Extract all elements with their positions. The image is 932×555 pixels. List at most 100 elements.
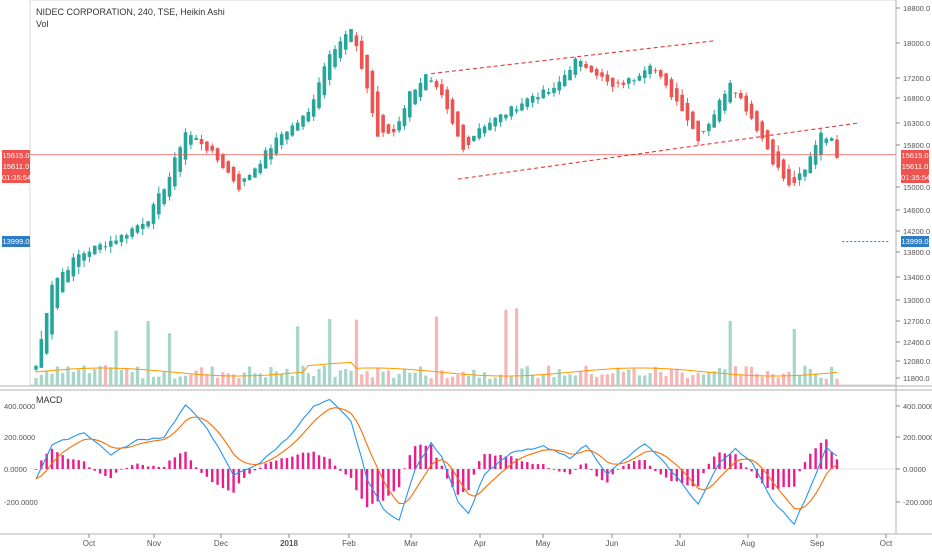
macd-histogram-bar: [771, 469, 775, 490]
channel-upper-trendline[interactable]: [431, 40, 715, 75]
macd-histogram-bar: [195, 467, 198, 469]
candle-body: [408, 91, 412, 118]
volume-bar: [637, 375, 642, 385]
volume-bar: [125, 368, 129, 385]
candle-body: [445, 89, 449, 110]
candle-body: [391, 128, 396, 133]
macd-histogram-bar: [408, 455, 411, 469]
macd-histogram-bar: [56, 452, 59, 469]
right-countdown-tag: 01:35:54: [901, 172, 931, 183]
macd-histogram-bar: [739, 462, 743, 469]
volume-bar: [408, 372, 412, 385]
volume-bar: [242, 372, 246, 385]
macd-histogram-bar: [456, 469, 460, 495]
macd-histogram-bar: [264, 463, 267, 469]
volume-bar: [685, 378, 690, 385]
macd-histogram-bar: [269, 461, 273, 469]
volume-bar: [584, 365, 588, 385]
macd-histogram-bar: [467, 469, 470, 491]
macd-histogram-bar: [787, 469, 791, 488]
price-axis-label: 18800.0: [903, 4, 930, 13]
macd-histogram-bar: [750, 469, 753, 472]
volume-bar: [440, 370, 444, 385]
macd-histogram-bar: [622, 465, 625, 469]
volume-bar: [39, 374, 43, 385]
macd-histogram-bar: [809, 453, 812, 469]
macd-histogram-bar: [397, 469, 401, 488]
candle-body: [205, 141, 209, 151]
volume-bar: [429, 378, 433, 385]
macd-histogram-bar: [606, 469, 609, 483]
right-alert-tag: 13999.0: [901, 236, 929, 247]
macd-histogram-bar: [798, 469, 801, 472]
candle-body: [114, 240, 118, 244]
candle-body: [141, 223, 145, 229]
macd-histogram-bar: [82, 461, 86, 469]
macd-histogram-bar: [632, 461, 636, 469]
candle-body: [381, 114, 385, 133]
volume-bar: [707, 372, 711, 385]
macd-histogram-bar: [189, 460, 193, 469]
macd-histogram-bar: [136, 463, 139, 469]
volume-bar: [627, 369, 631, 385]
price-axis-label: 14600.0: [903, 206, 930, 215]
volume-bar: [418, 366, 423, 385]
candle-body: [781, 159, 786, 179]
candle-body: [482, 126, 487, 134]
macd-histogram-bar: [723, 453, 727, 469]
volume-bar: [178, 376, 182, 385]
candle-body: [707, 123, 711, 132]
candle-body: [669, 79, 674, 98]
volume-bar: [659, 372, 663, 385]
price-axis-label: 16300.0: [903, 119, 930, 128]
macd-histogram-bar: [381, 469, 385, 501]
signal-line: [35, 407, 838, 510]
candle-body: [263, 150, 268, 169]
volume-bar: [231, 374, 236, 385]
volume-bar: [354, 319, 358, 385]
candle-body: [82, 253, 86, 261]
price-axis-label: 14200.0: [903, 227, 930, 236]
macd-histogram-bar: [301, 452, 305, 469]
volume-bar: [691, 375, 695, 385]
volume-bar: [296, 326, 300, 385]
volume-bar: [493, 377, 497, 385]
volume-bar: [653, 366, 658, 385]
macd-histogram-bar: [34, 469, 38, 470]
macd-histogram-bar: [248, 469, 251, 474]
price-axis-label: 13000.0: [903, 296, 930, 305]
macd-histogram-bar: [339, 469, 342, 471]
macd-histogram-bar: [670, 469, 673, 482]
volume-bar: [456, 374, 460, 385]
volume-bar: [482, 372, 487, 385]
volume-bar: [509, 376, 513, 385]
volume-bar: [477, 377, 481, 385]
volume-bar: [461, 371, 465, 385]
candle-body: [55, 278, 60, 308]
volume-bar: [376, 367, 380, 385]
macd-histogram-bar: [536, 464, 540, 469]
candle-body: [498, 114, 503, 123]
volume-bar: [755, 373, 759, 385]
candle-body: [221, 154, 225, 168]
candle-body: [765, 130, 770, 150]
candle-body: [370, 70, 375, 114]
volume-bar: [498, 374, 503, 385]
macd-histogram-bar: [221, 469, 225, 489]
candle-body: [797, 173, 802, 181]
candle-body: [605, 74, 610, 82]
candle-body: [327, 54, 332, 80]
time-axis-label: Feb: [342, 539, 356, 548]
volume-bar: [306, 373, 310, 385]
candle-body: [594, 69, 599, 76]
candle-body: [632, 80, 636, 82]
time-axis-label: Dec: [214, 539, 228, 548]
candle-body: [194, 138, 198, 140]
volume-ma-line: [35, 361, 838, 377]
channel-lower-trendline[interactable]: [457, 122, 859, 180]
time-axis-label: 2018: [280, 539, 298, 548]
macd-histogram-bar: [552, 469, 556, 470]
volume-bar: [648, 372, 652, 385]
